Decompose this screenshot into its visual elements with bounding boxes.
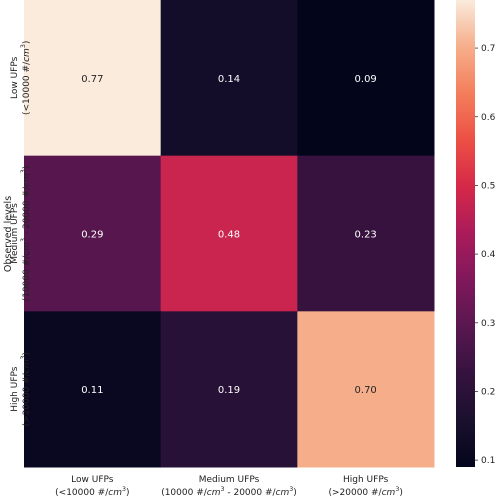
x-tick-label: Medium UFPs (199, 475, 260, 485)
y-tick-label: Medium UFPs (10, 203, 20, 264)
colorbar-tick-label: 0.2 (481, 387, 495, 397)
cell-value-label: 0.11 (81, 385, 103, 396)
cell-value-label: 0.23 (355, 230, 377, 241)
colorbar-tick-label: 0.3 (481, 319, 495, 329)
heatmap-cell (160, 0, 298, 157)
colorbar-ticks: 0.1 0.2 0.3 0.4 0.5 0.6 0.7 (475, 44, 496, 466)
y-axis-label: Observed levels (3, 196, 14, 272)
heatmap-cell-labels: 0.77 0.14 0.09 0.29 0.48 0.23 0.11 0.19 0.70 (81, 74, 377, 396)
cell-value-label: 0.09 (355, 74, 377, 85)
x-tick-sublabel: (<10000 #/cm3​) (55, 486, 129, 498)
colorbar-tick-label: 0.4 (481, 250, 496, 260)
heatmap-cell (24, 311, 162, 468)
y-tick-labels: Low UFPs(<10000 #/cm3​) Medium UFPs(10000… (10, 41, 32, 427)
cell-value-label: 0.48 (218, 230, 240, 241)
heatmap-cell (24, 155, 162, 312)
heatmap-cell (297, 311, 435, 468)
x-tick-labels: Low UFPs(<10000 #/cm3​) Medium UFPs(10000… (55, 475, 403, 498)
x-tick-label: High UFPs (343, 475, 389, 485)
heatmap-cells (24, 0, 435, 468)
x-tick-sublabel: (10000 #/cm3​ - 20000 #/cm3​) (161, 486, 297, 498)
cell-value-label: 0.70 (355, 385, 377, 396)
y-tick-label: High UFPs (10, 366, 20, 412)
y-tick-label: Low UFPs (10, 56, 20, 99)
heatmap-cell (160, 311, 298, 468)
x-tick-label: Low UFPs (71, 475, 114, 485)
colorbar-tick-label: 0.6 (481, 113, 496, 123)
colorbar (456, 0, 475, 467)
cell-value-label: 0.14 (218, 74, 240, 85)
cell-value-label: 0.19 (218, 385, 240, 396)
cell-value-label: 0.29 (81, 230, 103, 241)
heatmap-cell (297, 155, 435, 312)
heatmap-cell (160, 155, 298, 312)
y-tick-sublabel: (10000 #/cm3​ - 20000 #/cm3​) (20, 166, 32, 302)
y-tick-sublabel: (>20000 #/cm3​) (20, 352, 32, 426)
colorbar-tick-label: 0.1 (481, 456, 495, 466)
heatmap-cell (297, 0, 435, 157)
colorbar-tick-label: 0.5 (481, 181, 495, 191)
x-tick-sublabel: (>20000 #/cm3​) (328, 486, 402, 498)
cell-value-label: 0.77 (81, 74, 103, 85)
y-tick-sublabel: (<10000 #/cm3​) (20, 41, 32, 115)
heatmap-cell (24, 0, 162, 157)
colorbar-tick-label: 0.7 (481, 44, 495, 54)
